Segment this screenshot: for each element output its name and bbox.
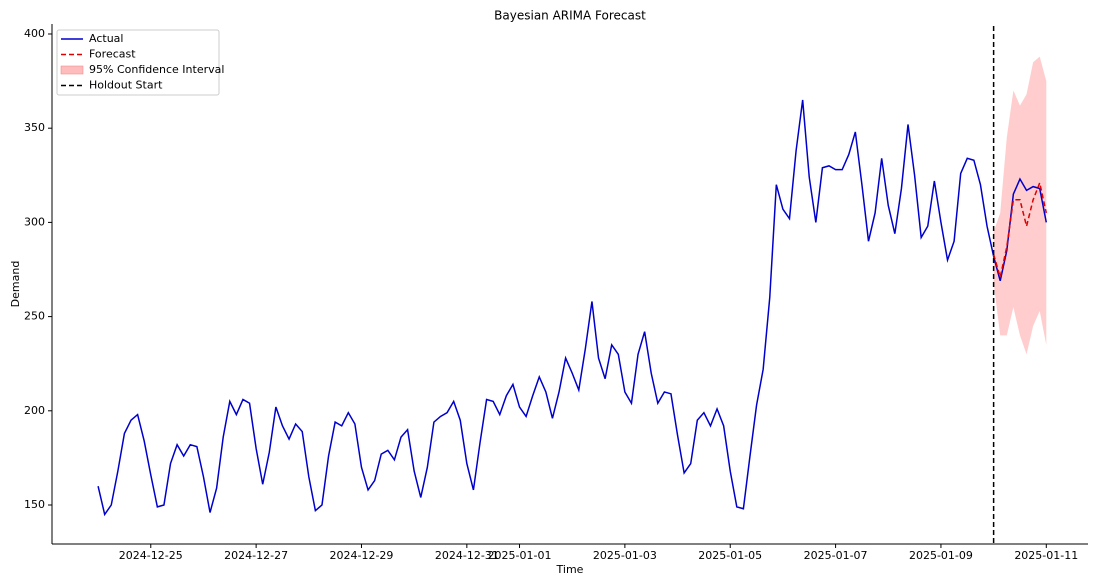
chart-title: Bayesian ARIMA Forecast — [494, 9, 646, 23]
x-tick-label: 2025-01-07 — [804, 549, 868, 562]
legend-swatch — [60, 65, 84, 75]
y-tick-label: 150 — [24, 498, 45, 511]
legend-label: Forecast — [89, 48, 136, 61]
y-tick-label: 400 — [24, 27, 45, 40]
x-tick-label: 2024-12-29 — [330, 549, 394, 562]
x-tick-label: 2024-12-25 — [119, 549, 183, 562]
legend-label: Actual — [89, 32, 123, 45]
legend-box — [56, 29, 220, 96]
y-tick-label: 200 — [24, 404, 45, 417]
y-tick-label: 250 — [24, 310, 45, 323]
y-axis-label: Demand — [9, 261, 22, 308]
series-line — [97, 99, 1048, 517]
x-tick-label: 2025-01-09 — [909, 549, 973, 562]
x-tick-label: 2025-01-05 — [698, 549, 762, 562]
x-tick-label: 2024-12-31 — [435, 549, 499, 562]
x-axis-label: Time — [556, 563, 584, 576]
x-tick-label: 2025-01-03 — [593, 549, 657, 562]
series-line — [992, 180, 1048, 278]
x-tick-label: 2025-01-01 — [488, 549, 552, 562]
y-tick-label: 350 — [24, 121, 45, 134]
x-tick-label: 2025-01-11 — [1014, 549, 1078, 562]
legend: Actual Forecast 95% Confidence Interval Hol… — [56, 29, 224, 96]
y-tick-label: 300 — [24, 215, 45, 228]
x-tick-label: 2024-12-27 — [224, 549, 288, 562]
confidence-band — [993, 56, 1047, 355]
legend-label: 95% Confidence Interval — [89, 63, 224, 76]
legend-label: Holdout Start — [89, 79, 163, 92]
